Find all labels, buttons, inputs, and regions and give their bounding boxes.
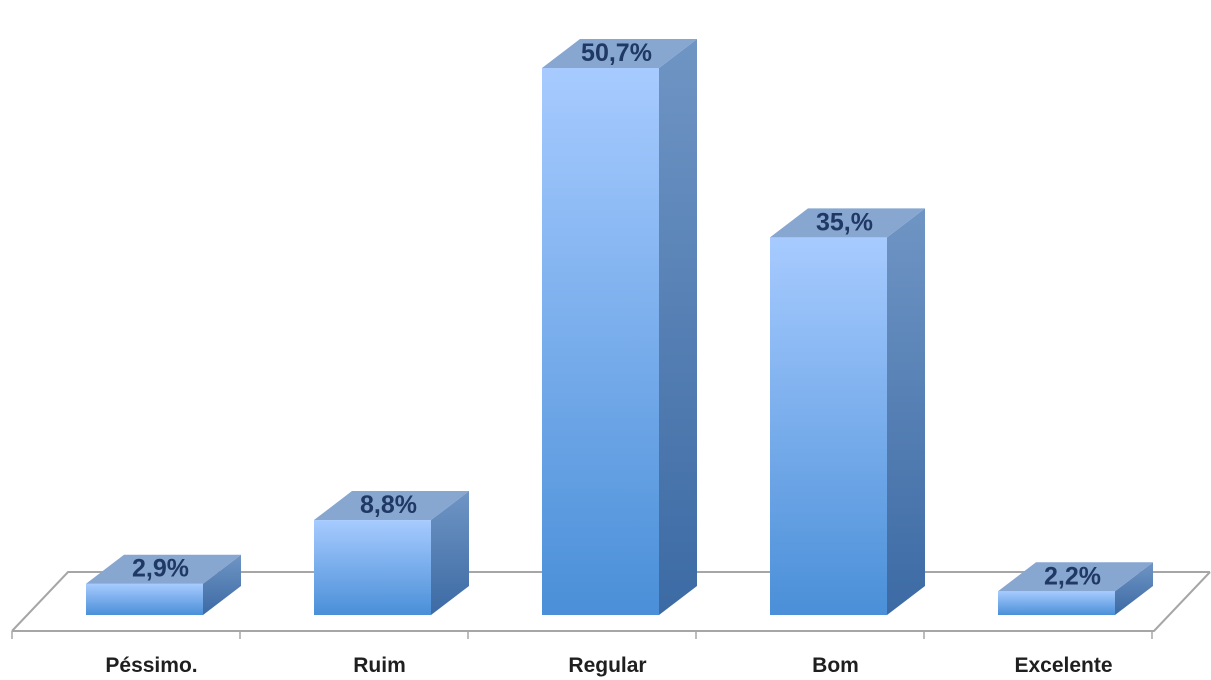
bar-front-face [314,520,431,615]
category-label: Excelente [1014,654,1112,677]
bar-top-face [86,554,241,584]
bar-side-face [887,208,925,615]
category-label: Ruim [353,654,406,677]
data-label: 8,8% [360,491,417,519]
bar [770,208,925,615]
bar [998,562,1153,615]
bar-side-face [1115,562,1153,615]
bar [542,39,697,615]
bar-front-face [998,591,1115,615]
bar-top-face [542,39,697,68]
data-label: 2,9% [132,555,189,583]
data-label: 2,2% [1044,562,1101,590]
bar [86,554,241,615]
data-label: 35,% [816,208,873,236]
category-label: Bom [812,654,859,677]
floor-front-edge [12,571,1211,632]
bar-side-face [431,491,469,615]
bar-front-face [542,68,659,615]
bar-top-face [770,208,925,238]
bar [314,491,469,615]
bars-group [86,39,1153,615]
category-label: Regular [568,654,646,677]
bar-top-face [998,562,1153,592]
category-label: Péssimo. [105,654,197,677]
labels-group: 2,9% Péssimo. 8,8% Ruim 50,7% Regular 35,% Bom 2… [105,39,1112,677]
bar-top-face [314,491,469,521]
bar-side-face [659,39,697,615]
bar-side-face [203,554,241,615]
bar-front-face [770,237,887,615]
bar-front-face [86,583,203,615]
data-label: 50,7% [581,39,652,67]
